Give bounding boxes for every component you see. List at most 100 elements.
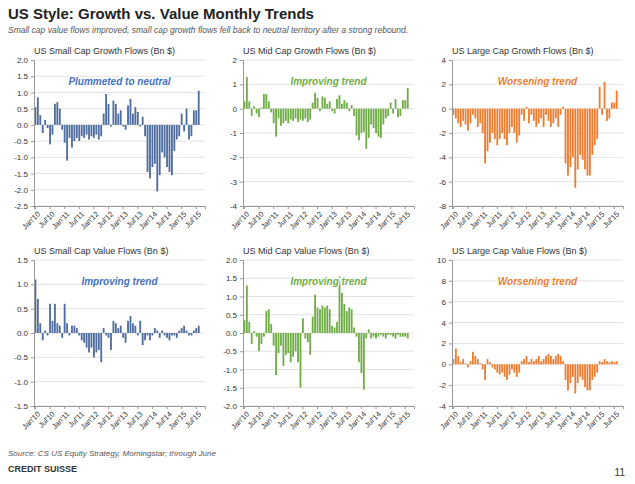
bar — [66, 125, 68, 161]
y-tick-label: 0.5 — [17, 105, 29, 114]
bar — [358, 109, 360, 141]
bar — [314, 93, 316, 109]
x-tick-mark — [167, 206, 168, 209]
grid-line — [243, 351, 414, 352]
bar — [533, 109, 535, 121]
bar — [616, 361, 618, 364]
bar — [319, 109, 321, 111]
bar — [304, 333, 306, 338]
page: US Style: Growth vs. Value Monthly Trend… — [0, 0, 635, 484]
x-tick-label: Jul'15 — [601, 210, 621, 230]
y-tick-label: 0.5 — [226, 311, 238, 320]
bar — [246, 286, 248, 333]
panel: -1.5-1.0-0.50.00.51.01.5Jan'10Jul'10Jan'… — [14, 246, 205, 431]
bar — [292, 333, 294, 357]
bar — [287, 333, 289, 353]
bar — [343, 304, 345, 333]
bar — [265, 311, 267, 333]
x-tick-mark — [376, 206, 377, 209]
x-tick-mark — [376, 406, 377, 409]
bar — [151, 125, 153, 167]
bar — [526, 356, 528, 364]
bar — [548, 354, 550, 364]
x-tick-mark — [273, 206, 274, 209]
y-tick-label: 2.0 — [17, 56, 29, 65]
bar — [618, 364, 620, 365]
y-tick-mark — [449, 60, 452, 61]
annotation: Plummeted to neutral — [68, 76, 170, 87]
x-tick: Jan'11 — [50, 406, 71, 431]
bar — [606, 361, 608, 364]
bar — [300, 109, 302, 120]
x-tick: Jan'12 — [79, 206, 101, 231]
bar — [105, 333, 107, 335]
x-tick: Jan'15 — [376, 406, 398, 431]
y-tick: 2.0 — [226, 256, 243, 265]
bar — [392, 333, 394, 337]
bar — [373, 109, 375, 128]
bar — [385, 333, 387, 338]
bar — [467, 109, 469, 131]
bar — [513, 109, 515, 133]
bar — [370, 109, 372, 125]
bar — [198, 91, 200, 125]
bar — [545, 356, 547, 364]
bar — [127, 321, 129, 333]
bar — [73, 326, 75, 333]
bar — [511, 109, 513, 127]
x-tick-mark — [405, 406, 406, 409]
bar — [608, 362, 610, 364]
y-tick-mark — [240, 60, 243, 61]
bar — [584, 364, 586, 387]
bar — [297, 109, 299, 122]
bar — [516, 109, 518, 143]
bar — [462, 359, 464, 364]
x-tick-mark — [585, 406, 586, 409]
grid-line — [243, 369, 414, 370]
bar — [154, 328, 156, 333]
bar — [341, 104, 343, 109]
y-tick-mark — [449, 385, 452, 386]
bar — [263, 333, 265, 337]
x-tick-label: Jul'15 — [392, 210, 412, 230]
bar — [523, 359, 525, 364]
x-tick: Jan'11 — [468, 206, 489, 231]
grid-line — [34, 381, 205, 382]
bar — [149, 333, 151, 340]
y-tick-mark — [449, 206, 452, 207]
y-tick-label: 0 — [442, 360, 447, 369]
bar — [552, 359, 554, 364]
bar — [479, 363, 481, 364]
y-tick: -0.5 — [14, 353, 34, 362]
x-tick-mark — [137, 406, 138, 409]
y-tick-label: -4 — [439, 153, 447, 162]
x-tick: Jan'11 — [50, 206, 71, 231]
x-tick: Jan'13 — [317, 406, 339, 431]
x-tick-mark — [332, 406, 333, 409]
bar — [477, 109, 479, 127]
x-tick-label: Jul'15 — [183, 210, 203, 230]
x-tick-label: Jul'15 — [392, 410, 412, 430]
bar — [611, 361, 613, 364]
y-tick-mark — [31, 190, 34, 191]
bar — [346, 103, 348, 109]
y-tick-label: -0.5 — [223, 347, 237, 356]
grid-line — [34, 189, 205, 190]
bar — [117, 114, 119, 125]
bar — [61, 333, 63, 338]
x-tick: Jan'15 — [167, 406, 189, 431]
x-tick: Jan'10 — [438, 406, 460, 431]
y-tick-mark — [240, 206, 243, 207]
bar — [52, 321, 54, 333]
x-tick-mark — [108, 406, 109, 409]
x-tick-mark — [346, 406, 347, 409]
y-tick-label: -2.0 — [14, 186, 28, 195]
x-tick-mark — [599, 406, 600, 409]
bar — [263, 94, 265, 109]
bar — [159, 333, 161, 338]
y-tick: -4 — [230, 202, 243, 211]
bar — [183, 125, 185, 131]
bar — [186, 109, 188, 125]
bar — [613, 362, 615, 364]
grid-line — [243, 60, 414, 61]
